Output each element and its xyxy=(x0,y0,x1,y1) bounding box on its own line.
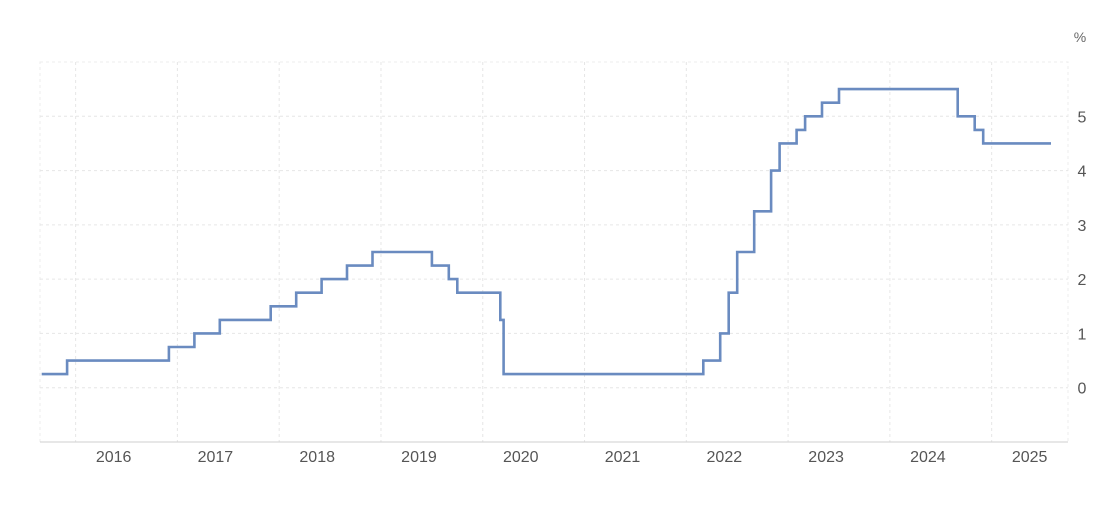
y-tick-label: 0 xyxy=(1078,381,1087,398)
y-axis-unit-label: % xyxy=(1074,29,1086,45)
x-tick-label: 2021 xyxy=(605,449,641,466)
y-tick-label: 5 xyxy=(1078,109,1087,126)
x-tick-label: 2017 xyxy=(198,449,234,466)
x-tick-label: 2022 xyxy=(707,449,743,466)
y-tick-label: 1 xyxy=(1078,326,1087,343)
x-tick-label: 2023 xyxy=(808,449,844,466)
plot-frame xyxy=(39,61,1069,443)
y-tick-label: 2 xyxy=(1078,272,1087,289)
x-tick-label: 2018 xyxy=(299,449,335,466)
y-tick-label: 4 xyxy=(1078,164,1087,181)
x-tick-label: 2025 xyxy=(1012,449,1048,466)
x-tick-label: 2020 xyxy=(503,449,539,466)
x-tick-label: 2016 xyxy=(96,449,132,466)
y-tick-label: 3 xyxy=(1078,218,1087,235)
series-layer xyxy=(41,87,1051,376)
x-tick-label: 2019 xyxy=(401,449,437,466)
x-tick-label: 2024 xyxy=(910,449,946,466)
series-line xyxy=(41,87,1051,376)
gridlines xyxy=(39,61,1069,443)
axes: % 0 1 2 3 4 5 2016 2017 2018 2019 2020 2021 2022 2023… xyxy=(40,29,1087,466)
